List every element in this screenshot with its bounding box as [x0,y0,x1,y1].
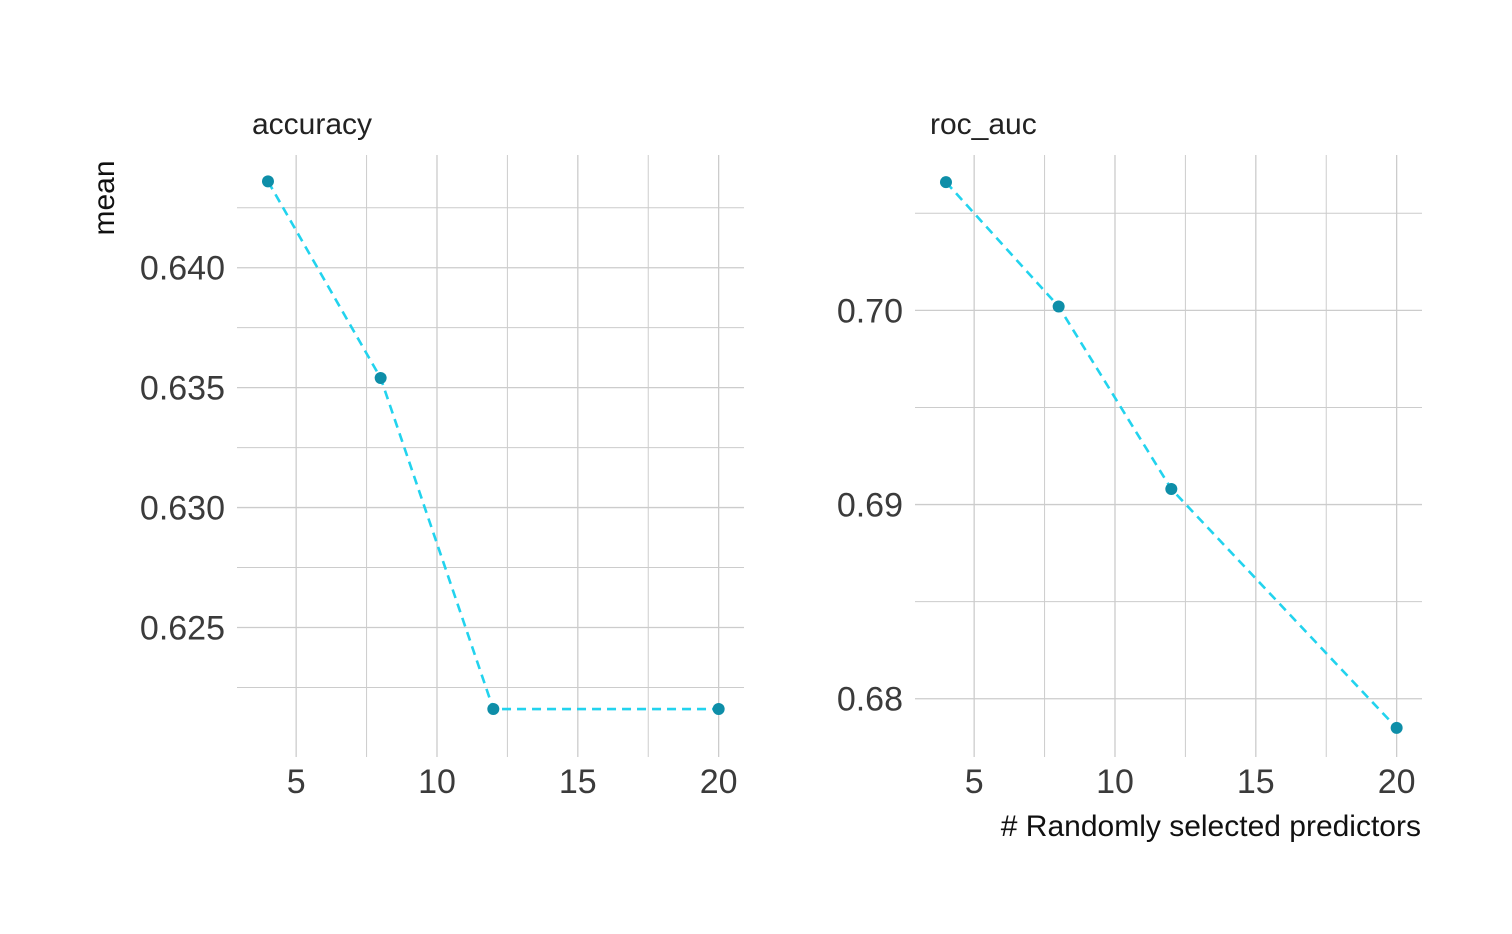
data-point [1165,483,1178,496]
x-tick-label: 10 [418,763,456,801]
y-tick-label: 0.640 [140,250,225,288]
y-tick-label: 0.635 [140,370,225,408]
x-axis-title: # Randomly selected predictors [1001,810,1421,843]
y-tick-label: 0.625 [140,609,225,647]
x-tick-label: 20 [1378,763,1416,801]
gridlines [915,155,1422,757]
data-point [712,703,725,716]
data-point [1390,721,1403,734]
x-tick-label: 5 [965,763,984,801]
x-tick-label: 5 [287,763,306,801]
panel-title-roc-auc: roc_auc [930,108,1037,141]
data-point [939,176,952,189]
series-line [945,181,1398,729]
series-line [266,180,719,711]
y-tick-label: 0.630 [140,490,225,528]
gridlines [237,155,744,757]
data-point [487,703,500,716]
data-point [374,372,387,385]
x-tick-label: 15 [559,763,597,801]
x-tick-label: 15 [1237,763,1275,801]
panel-title-accuracy: accuracy [252,108,372,141]
y-tick-label: 0.68 [837,681,903,719]
x-tick-label: 10 [1096,763,1134,801]
panel-roc-auc: roc_auc 5 10 15 20 0.68 0.69 0.70 [837,108,1422,801]
panel-accuracy: accuracy 5 10 15 20 0.625 0.630 0.635 0.640 [140,108,744,801]
y-tick-label: 0.69 [837,487,903,525]
data-point [1052,300,1065,313]
y-axis-title: mean [88,160,121,235]
y-tick-label: 0.70 [837,292,903,330]
x-tick-label: 20 [700,763,738,801]
data-point [261,175,274,188]
